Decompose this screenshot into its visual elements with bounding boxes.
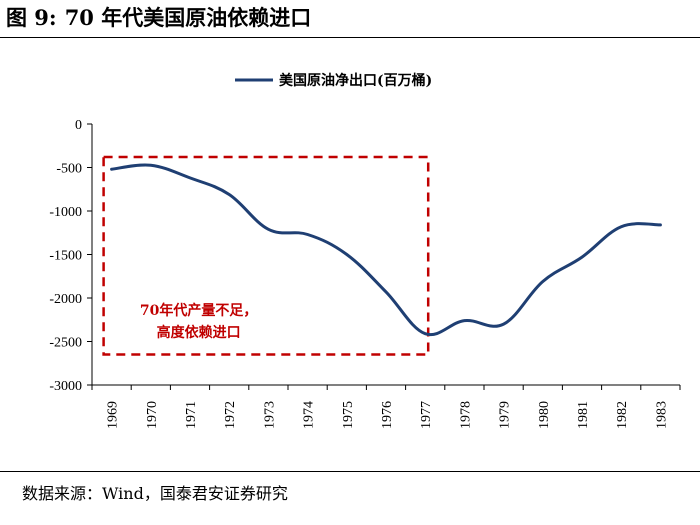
data-point [189,177,191,179]
y-tick-label: -500 [56,162,82,177]
x-tick-label: 1976 [380,401,395,429]
figure-title: 图 9: 70 年代美国原油依赖进口 [6,2,311,34]
data-point [620,225,622,227]
x-tick-label: 1970 [145,401,160,429]
y-tick-label: -1000 [49,205,82,220]
series-group [110,163,662,337]
series-line [110,163,662,337]
x-tick-label: 1972 [223,401,238,429]
figure-title-text: 70 年代美国原油依赖进口 [64,5,312,30]
data-point [306,233,308,235]
data-point [502,323,504,325]
annotation-box [102,155,430,356]
y-tick-label: -1500 [49,249,82,264]
x-tick-label: 1982 [615,401,630,429]
legend-label: 美国原油净出口(百万桶) [279,72,432,89]
x-tick-label: 1973 [262,401,277,429]
y-tick-label: -2000 [49,292,82,307]
data-point [463,319,465,321]
x-tick-label: 1981 [576,401,591,429]
y-axis-ticks: 0 -500 -1000 -1500 -2000 -2500 -3000 [49,118,92,394]
annotation-line: 高度依赖进口 [157,324,241,341]
y-tick-label: -3000 [49,379,82,394]
data-point [542,280,544,282]
data-point [110,168,112,170]
x-tick-label: 1971 [184,401,199,429]
x-tick-label: 1975 [341,401,356,429]
source-note: 数据来源：Wind，国泰君安证券研究 [22,484,288,503]
data-point [424,332,426,334]
data-point [581,256,583,258]
x-tick-label: 1969 [106,401,121,429]
data-point [267,228,269,230]
figure-label: 图 9: [6,5,57,30]
data-point [385,291,387,293]
data-point [659,224,661,226]
y-tick-label: 0 [75,118,82,133]
x-tick-label: 1983 [654,401,669,429]
annotation: 70年代产量不足， 高度依赖进口 [102,155,430,356]
data-point [150,164,152,166]
x-tick-label: 1979 [498,401,513,429]
annotation-line: 70年代产量不足， [140,302,257,319]
x-tick-label: 1977 [419,401,434,429]
data-point [346,253,348,255]
x-tick-label: 1980 [537,401,552,429]
line-chart: 美国原油净出口(百万桶) 0 -500 -1000 -1500 -2000 -2500 -3… [49,72,681,429]
data-point [228,193,230,195]
x-axis-ticks: 1969 1970 1971 1972 1973 1974 1975 1976 1977 1978… [91,385,681,429]
legend: 美国原油净出口(百万桶) [235,72,432,89]
x-tick-label: 1978 [458,401,473,429]
axes [91,124,680,386]
source-rule [0,471,700,472]
x-tick-label: 1974 [302,401,317,429]
y-tick-label: -2500 [49,336,82,351]
title-rule [0,37,700,38]
